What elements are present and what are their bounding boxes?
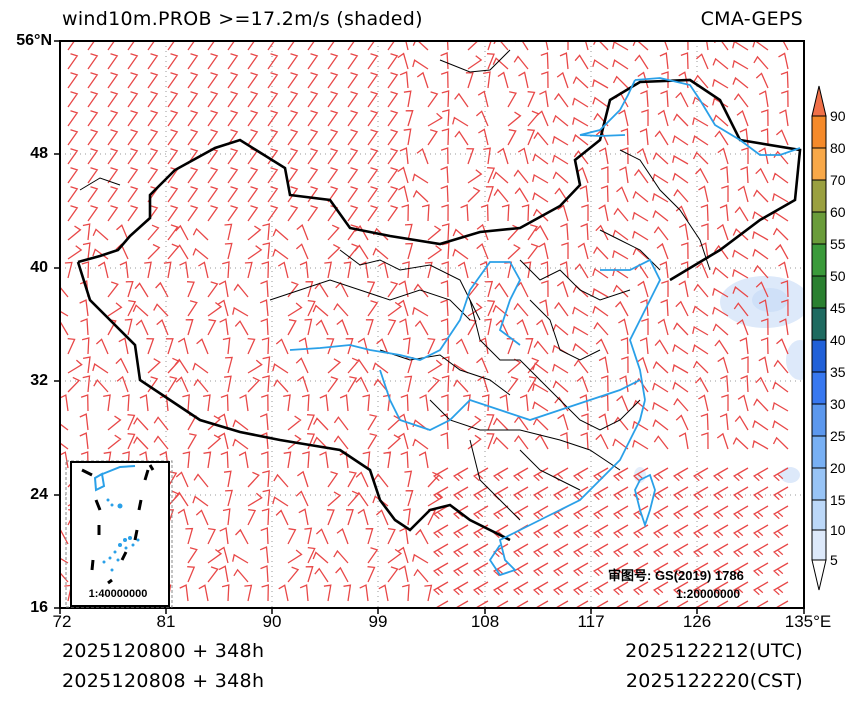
country-borders [76,49,802,542]
colorbar-label-25: 25 [830,428,846,444]
y-tick-48: 48 [30,145,48,162]
colorbar-label-40: 40 [830,332,846,348]
x-tick-81: 81 [156,612,176,631]
rivers-coastline [289,77,801,577]
colorbar-label-30: 30 [830,396,846,412]
map-scale: 1:20000000 [676,587,741,601]
colorbar-label-5: 5 [830,552,838,568]
y-tick-16: 16 [30,599,48,616]
colorbar-label-20: 20 [830,460,846,476]
y-tick-24: 24 [30,486,48,503]
x-tick-99: 99 [368,612,388,631]
colorbar-label-60: 60 [830,204,846,220]
colorbar-label-80: 80 [830,140,846,156]
x-tick-117: 117 [577,612,605,631]
plot-frame [59,40,805,609]
y-tick-56: 56°N [16,32,52,49]
inset-scale: 1:40000000 [88,588,148,600]
colorbar-label-35: 35 [830,364,846,380]
y-tick-40: 40 [30,259,48,276]
colorbar-label-55: 55 [830,236,846,252]
colorbar-label-90: 90 [830,108,846,124]
colorbar-label-50: 50 [830,268,846,284]
colorbar-label-15: 15 [830,492,846,508]
probability-shading [634,276,804,483]
x-tick-90: 90 [262,612,282,631]
valid-time-cst: 2025122220(CST) [625,670,803,692]
colorbar-label-70: 70 [830,172,846,188]
y-tick-32: 32 [30,372,48,389]
chart-title: wind10m.PROB >=17.2m/s (shaded) [62,8,423,30]
province-borders [269,149,711,521]
model-name: CMA-GEPS [700,8,803,30]
x-tick-72: 72 [52,612,72,631]
x-tick-108: 108 [470,612,500,631]
colorbar-label-45: 45 [830,300,846,316]
valid-time-utc: 2025122212(UTC) [625,640,803,662]
x-tick-126: 126 [682,612,712,631]
x-tick-135: 135°E [784,612,832,631]
init-time-cst: 2025120808 + 348h [62,670,265,692]
inset-map [65,460,173,608]
map-review-number: 审图号: GS(2019) 1786 [608,568,744,583]
axis-ticks [54,40,805,614]
colorbar [811,85,827,591]
colorbar-label-10: 10 [830,522,846,538]
init-time-utc: 2025120800 + 348h [62,640,265,662]
